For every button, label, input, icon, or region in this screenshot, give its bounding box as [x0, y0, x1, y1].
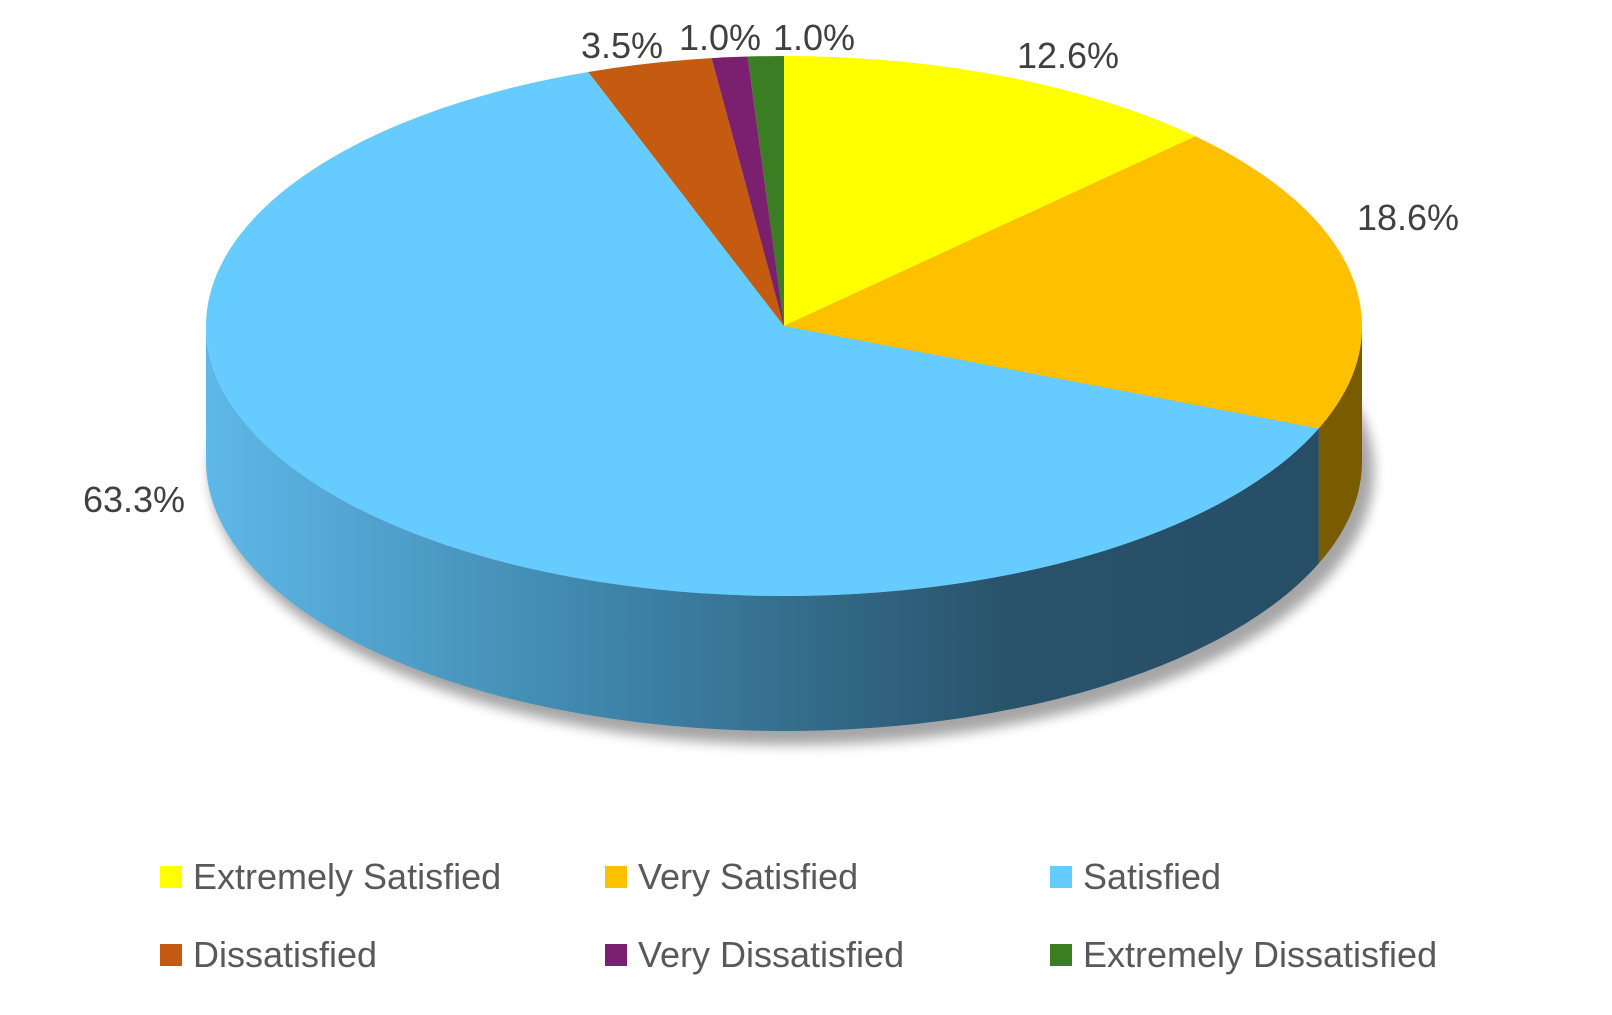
legend-swatch	[160, 866, 182, 888]
data-label-dissatisfied: 3.5%	[581, 25, 663, 66]
legend-item-very-dissatisfied: Very Dissatisfied	[605, 934, 1050, 975]
legend-swatch	[1050, 944, 1072, 966]
legend-label: Dissatisfied	[193, 934, 378, 975]
legend-item-extremely-satisfied: Extremely Satisfied	[160, 856, 605, 897]
legend-label: Very Satisfied	[638, 856, 859, 897]
data-label-extremely-dissatisfied: 1.0%	[773, 17, 855, 58]
data-label-extremely-satisfied: 12.6%	[1017, 35, 1119, 76]
pie-slice-dissatisfied	[588, 58, 784, 327]
legend-label: Satisfied	[1083, 856, 1222, 897]
legend-item-satisfied: Satisfied	[1050, 856, 1480, 897]
pie-slice-extremely-dissatisfied	[747, 56, 784, 326]
data-label-satisfied: 63.3%	[83, 479, 185, 520]
pie-top	[206, 56, 1362, 597]
legend-item-dissatisfied: Dissatisfied	[160, 934, 605, 975]
pie-slice-very-dissatisfied	[711, 56, 784, 327]
pie-side-satisfied	[206, 326, 1319, 731]
legend-label: Very Dissatisfied	[638, 934, 905, 975]
data-label-very-dissatisfied: 1.0%	[679, 17, 761, 58]
legend-swatch	[160, 944, 182, 966]
data-label-very-satisfied: 18.6%	[1357, 197, 1459, 238]
pie-slice-extremely-satisfied	[784, 56, 1196, 326]
legend-item-very-satisfied: Very Satisfied	[605, 856, 1050, 897]
pie-slice-very-satisfied	[784, 136, 1362, 429]
pie-data-labels: 12.6% 18.6% 63.3% 3.5% 1.0% 1.0%	[83, 17, 1459, 520]
legend-swatch	[605, 944, 627, 966]
legend-swatch	[1050, 866, 1072, 888]
legend-item-extremely-dissatisfied: Extremely Dissatisfied	[1050, 934, 1480, 975]
legend-label: Extremely Dissatisfied	[1083, 934, 1438, 975]
legend-swatch	[605, 866, 627, 888]
legend: Extremely Satisfied Very Satisfied Satis…	[160, 856, 1480, 975]
legend-label: Extremely Satisfied	[193, 856, 502, 897]
pie-side-very-satisfied	[1318, 326, 1362, 564]
pie-side	[206, 326, 1362, 731]
pie-slice-satisfied	[206, 71, 1319, 597]
